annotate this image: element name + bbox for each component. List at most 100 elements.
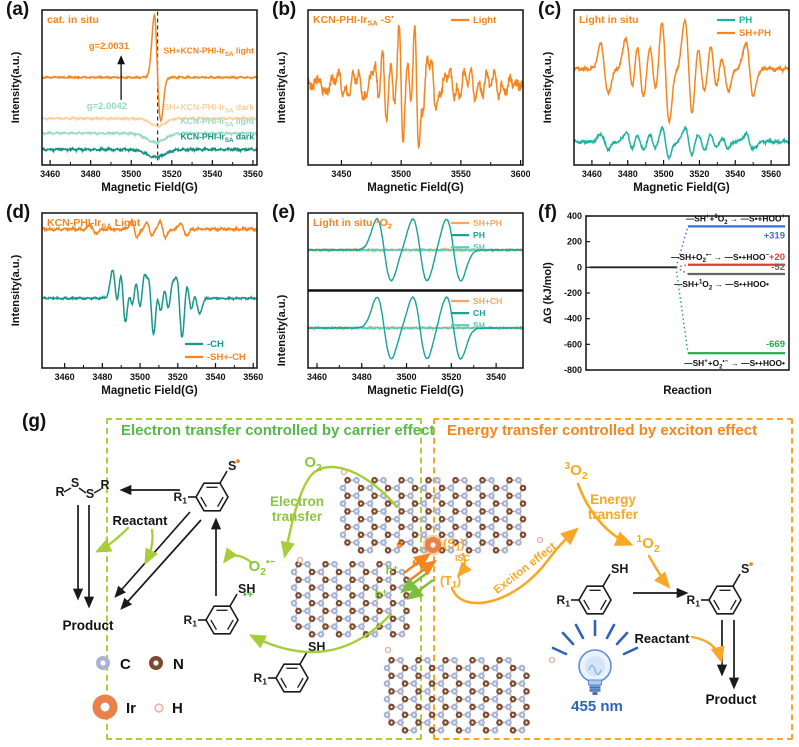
series--CH — [42, 269, 257, 338]
y-tick-label: 0 — [577, 262, 582, 272]
series-SH+KCN-PHI-IrSA light — [42, 12, 257, 123]
light-ray — [574, 623, 585, 640]
r1-label: R1 — [557, 593, 571, 608]
panel-title: KCN-PHI-IrSA -S• — [313, 13, 394, 28]
x-tick-label: 3460 — [582, 169, 602, 179]
energy-transfer-arrow — [576, 482, 634, 546]
disulfide-atom-label: R — [100, 478, 109, 492]
wavelength-label: 455 nm — [571, 698, 623, 715]
plot-c: 3460 3480 3500 3520 3540 3560 Light in situ PH S… — [542, 9, 790, 194]
series-CH — [308, 295, 523, 360]
panel-label-d: (d) — [6, 202, 31, 223]
panel-label-a: (a) — [6, 0, 30, 20]
x-tick-label: 3540 — [202, 169, 222, 179]
y-axis-title: Intensity(a.u.) — [10, 51, 22, 123]
legend-symbol-c: C — [120, 656, 131, 673]
x-tick-label: 3520 — [162, 169, 182, 179]
isc-label: ISC — [455, 553, 471, 563]
energy-value: -669 — [766, 339, 785, 350]
energy-value: +319 — [764, 230, 785, 241]
series-KCN-PHI-IrSA light — [42, 130, 257, 146]
legend-label: -SH+-CH — [207, 352, 246, 363]
electron-transfer-label: Electron transfer — [269, 494, 325, 524]
mechanism-art: SR1SHR1•+SHR1SHR1SR1RSSRe−e−h+h+(S1)ISC(… — [55, 459, 753, 734]
substituent-label: SH — [238, 582, 255, 596]
substituent-label: SH — [611, 562, 628, 576]
panel-f: (f) 400 200 0 -200 -400 -600 -800 —SH++1O2 → —S… — [538, 202, 796, 408]
legend-label: CH — [473, 308, 485, 318]
x-tick-label: 3480 — [92, 372, 112, 382]
product-left-label: Product — [62, 618, 114, 633]
electron-label: e− — [412, 555, 424, 569]
plot-a: SH+KCN-PHI-IrSA light SH+KCN-PHI-IrSA dar… — [10, 9, 263, 194]
x-tick-label: 3500 — [654, 169, 674, 179]
disulfide-atom-label: R — [55, 485, 64, 499]
y-tick-label: -600 — [564, 339, 582, 349]
series-label: SH+KCN-PHI-IrSA light — [164, 45, 255, 57]
x-axis-title: Magnetic Field(G) — [101, 182, 198, 194]
connector — [675, 267, 689, 354]
connector — [675, 266, 689, 275]
reactant-arrow-left-1 — [94, 526, 130, 553]
x-tick-label: 3480 — [618, 169, 638, 179]
series-Light — [308, 24, 523, 150]
panel-c: (c) 3460 3480 3500 3520 3540 3560 Light in sit… — [538, 0, 796, 205]
singlet-oxygen-label: 1O2 — [636, 534, 660, 555]
y-axis-title: ΔG (kJ/mol) — [542, 262, 554, 324]
legend-label: SH+PH — [739, 28, 771, 39]
oxygen-label: O2 — [304, 454, 322, 474]
light-ray — [605, 623, 616, 640]
y-tick-label: 400 — [567, 211, 582, 221]
connector — [675, 264, 689, 269]
x-axis-title: Magnetic Field(G) — [101, 385, 198, 397]
y-tick-label: -400 — [564, 314, 582, 324]
r1-label: R1 — [174, 490, 188, 505]
x-tick-label: 3500 — [130, 372, 150, 382]
light-ray — [622, 646, 639, 656]
panel-title: Light in situ 1O2 — [313, 216, 392, 231]
panel-label-g: (g) — [22, 411, 47, 432]
series-label: KCN-PHI-IrSA light — [180, 116, 254, 128]
superoxide-label: O2•− — [248, 557, 276, 578]
x-tick-label: 3460 — [307, 372, 327, 382]
hole-label: h+ — [375, 587, 387, 601]
triplet-oxygen-label: 3O2 — [564, 461, 588, 482]
x-tick-label: 3600 — [511, 169, 530, 179]
reaction-label: —SH+1O2 → —S•+HOO• — [674, 279, 769, 291]
hole-transfer-arrow — [248, 612, 393, 654]
disulfide-atom-label: S — [86, 487, 94, 501]
x-tick-label: 3540 — [486, 372, 506, 382]
x-tick-label: 3540 — [205, 372, 225, 382]
x-tick-label: 3560 — [243, 169, 263, 179]
disulfide-atom-label: S — [71, 476, 79, 490]
legend-symbol-ir: Ir — [126, 700, 136, 717]
plot-d: 3460 3480 3500 3520 3540 3560 KCN-PHI-IrSA Lig… — [10, 212, 263, 397]
legend-label: PH — [739, 15, 752, 26]
exciton-effect-label: Exciton effect — [492, 541, 559, 597]
series-PH — [308, 217, 523, 282]
x-tick-label: 3550 — [451, 169, 471, 179]
series-PH — [574, 125, 789, 162]
series-label: SH+KCN-PHI-IrSA dark — [163, 102, 254, 114]
singlet-state-label: (S1) — [443, 537, 465, 552]
hole-arrow-1 — [406, 579, 434, 601]
x-tick-label: 3520 — [441, 372, 461, 382]
exciton-effect-box — [433, 418, 793, 740]
reaction-label: —SH++1O2 → —S•+HOO+ — [686, 213, 786, 225]
electron-label: e− — [396, 537, 408, 551]
panel-label-c: (c) — [538, 0, 562, 20]
series--SH+-CH — [42, 218, 257, 242]
x-tick-label: 3520 — [168, 372, 188, 382]
x-tick-label: 3500 — [121, 169, 141, 179]
reaction-label: —SH++O2•− → —S•+HOO• — [684, 358, 785, 370]
x-axis-title: Magnetic Field(G) — [367, 385, 464, 397]
r1-label: R1 — [184, 613, 198, 628]
energy-transfer-label: Energy transfer — [587, 492, 639, 522]
h-atom — [548, 656, 556, 664]
x-tick-label: 3480 — [352, 372, 372, 382]
thiyl-radical-molecule: S R1 — [174, 459, 240, 512]
legend-label: -CH — [207, 339, 224, 350]
product-right-label: Product — [705, 692, 757, 707]
y-axis-title: Intensity(a.u.) — [10, 254, 22, 326]
